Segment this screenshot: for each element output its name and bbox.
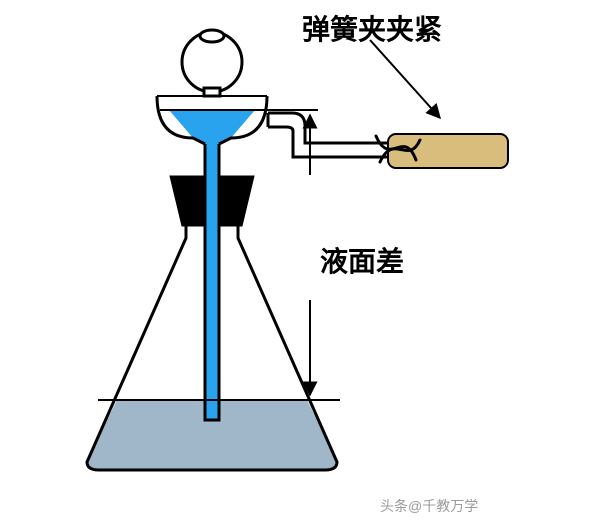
funnel-liquid	[169, 110, 255, 420]
diagram-svg	[0, 0, 600, 522]
clamp-label-arrow	[370, 40, 440, 118]
label-liquid-level-difference: 液面差	[320, 240, 404, 280]
watermark-text: 头条@千教万学	[380, 496, 478, 516]
label-clamp-tight: 弹簧夹夹紧	[302, 8, 442, 48]
diagram-stage: 弹簧夹夹紧 液面差 头条@千教万学	[0, 0, 600, 522]
